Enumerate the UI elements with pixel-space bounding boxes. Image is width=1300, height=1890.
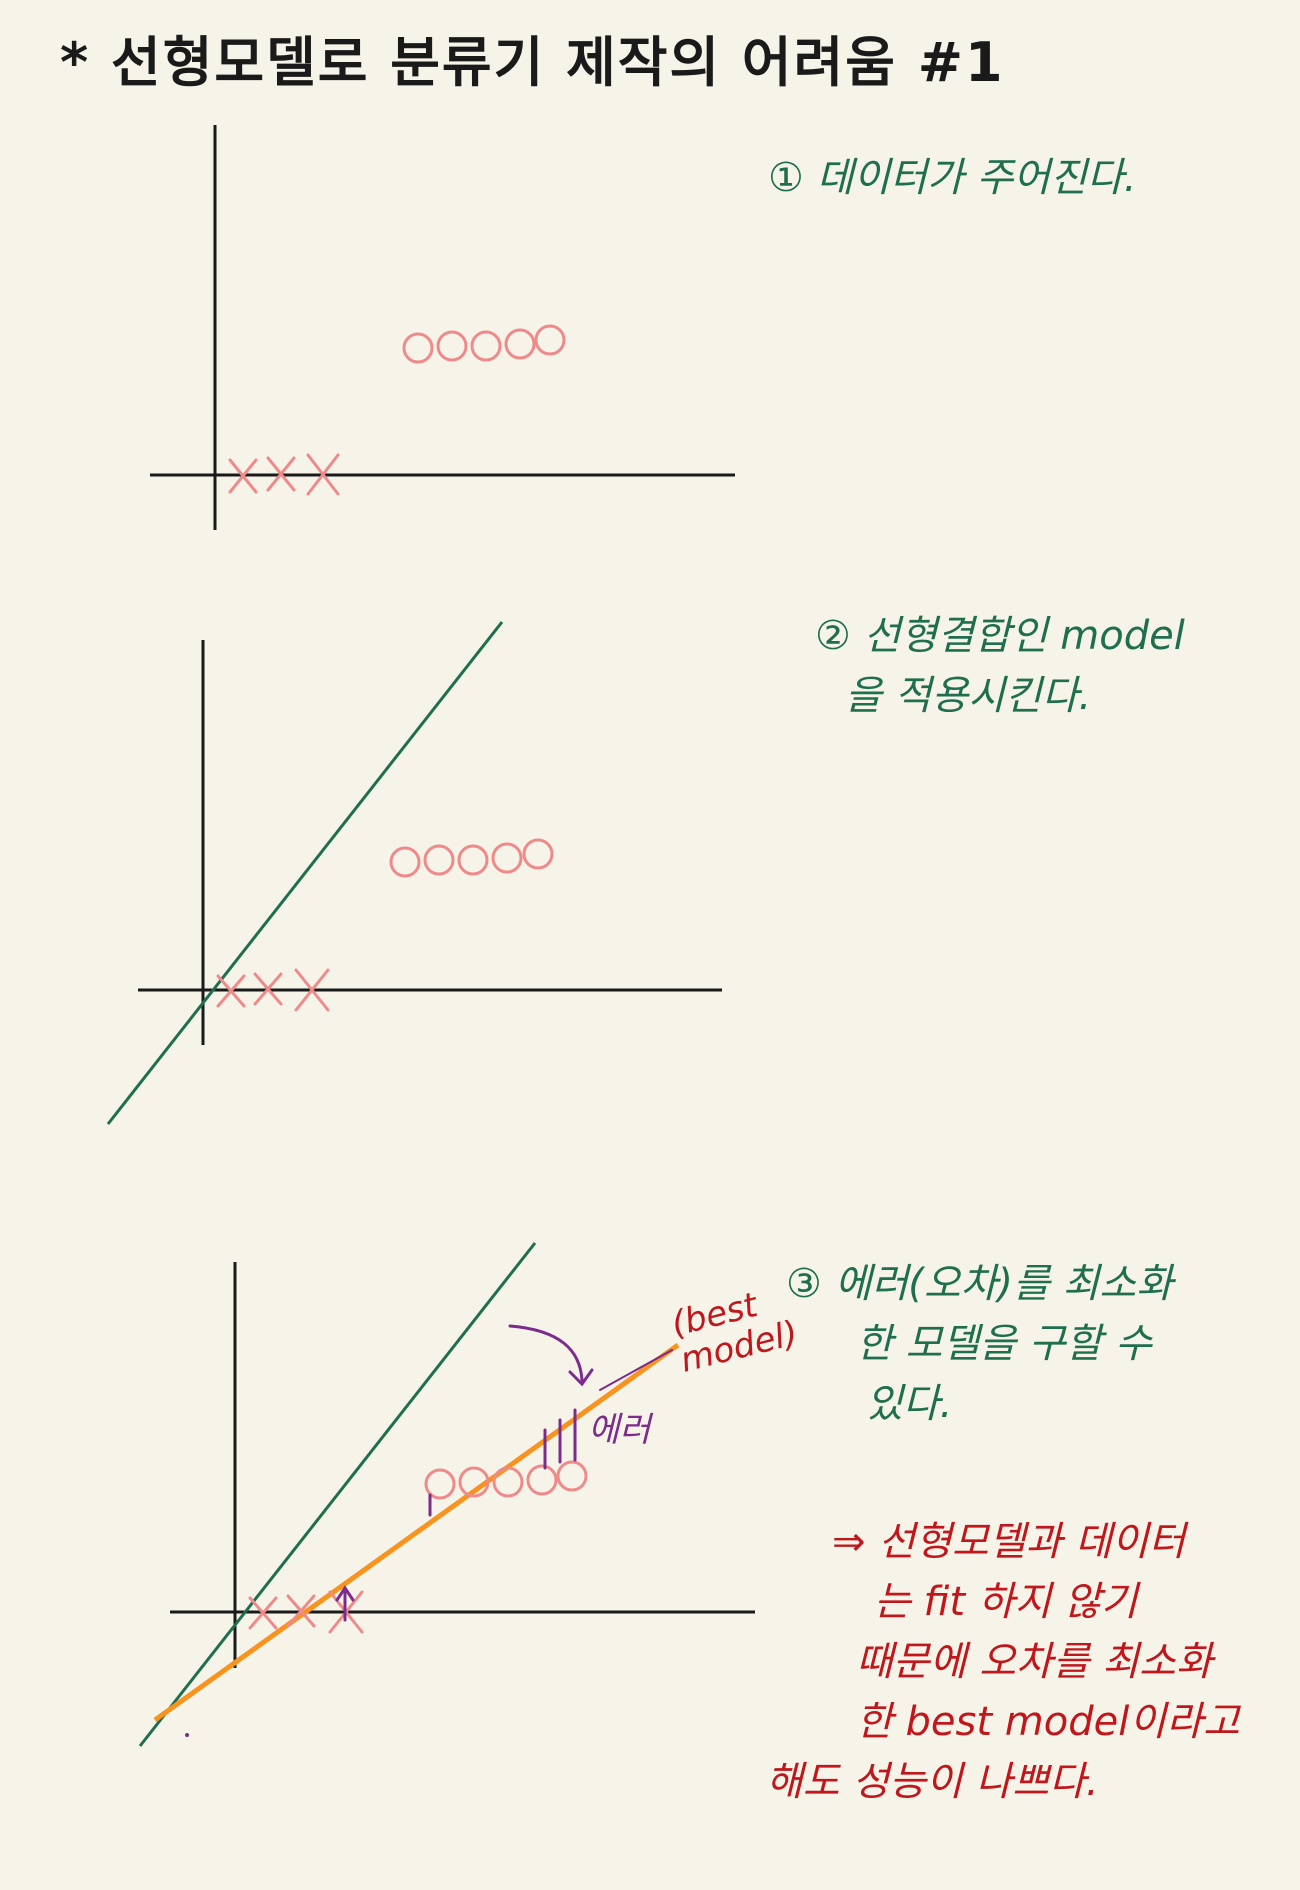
x-marker-icon bbox=[228, 458, 258, 494]
circle-marker-icon bbox=[522, 838, 554, 870]
x-marker-icon bbox=[294, 968, 330, 1012]
step-3-note: ③ 에러(오차)를 최소화 한 모델을 구할 수 있다. bbox=[786, 1254, 1173, 1434]
step-3-line-3: 있다. bbox=[866, 1381, 953, 1427]
panel-2-crosses bbox=[216, 968, 330, 1012]
step-3-line-1: ③ 에러(오차)를 최소화 bbox=[786, 1261, 1173, 1307]
circle-marker-icon bbox=[424, 1468, 456, 1500]
curved-arrow-icon bbox=[508, 1324, 584, 1382]
panel-3 bbox=[138, 1242, 755, 1747]
circle-marker-icon bbox=[457, 844, 489, 876]
step-2-line-1: ② 선형결합인 model bbox=[815, 613, 1185, 659]
x-marker-icon bbox=[266, 456, 296, 492]
panel-2 bbox=[106, 621, 722, 1125]
panel-2-model-line bbox=[106, 621, 504, 1125]
stray-dot bbox=[185, 1733, 189, 1737]
conclusion-line-3: 때문에 오차를 최소화 bbox=[856, 1639, 1213, 1685]
error-label: 에러 bbox=[588, 1410, 651, 1450]
arrow-head-icon bbox=[568, 1368, 594, 1387]
step-3-line-2: 한 모델을 구할 수 bbox=[856, 1321, 1152, 1367]
circle-marker-icon bbox=[534, 324, 566, 356]
panel-1-circles bbox=[402, 324, 566, 364]
circle-marker-icon bbox=[504, 328, 536, 360]
panel-3-initial-line bbox=[138, 1242, 537, 1747]
x-marker-icon bbox=[306, 453, 340, 496]
panel-3-circles bbox=[424, 1460, 588, 1500]
x-marker-icon bbox=[286, 1594, 316, 1628]
circle-marker-icon bbox=[491, 842, 523, 874]
x-marker-icon bbox=[216, 974, 246, 1008]
x-marker-icon bbox=[253, 972, 283, 1006]
circle-marker-icon bbox=[556, 1460, 588, 1492]
step-2-line-2: 을 적용시킨다. bbox=[845, 673, 1092, 719]
conclusion-line-4: 한 best model이라고 bbox=[856, 1699, 1240, 1745]
circle-marker-icon bbox=[492, 1466, 524, 1498]
circle-marker-icon bbox=[402, 332, 434, 364]
circle-marker-icon bbox=[470, 330, 502, 362]
panel-1 bbox=[150, 125, 735, 530]
circle-marker-icon bbox=[436, 330, 468, 362]
conclusion-line-5: 해도 성능이 나쁘다. bbox=[766, 1759, 1099, 1805]
circle-marker-icon bbox=[389, 846, 421, 878]
up-arrow-icon bbox=[335, 1585, 355, 1622]
page-title: * 선형모델로 분류기 제작의 어려움 #1 bbox=[60, 31, 1005, 94]
step-2-note: ② 선형결합인 model 을 적용시킨다. bbox=[815, 606, 1185, 726]
step-1-note: ① 데이터가 주어진다. bbox=[768, 148, 1136, 208]
circle-marker-icon bbox=[423, 844, 455, 876]
step-1-line-1: ① 데이터가 주어진다. bbox=[768, 155, 1137, 201]
error-marks bbox=[335, 1324, 673, 1622]
conclusion-line-1: ⇒ 선형모델과 데이터 bbox=[832, 1519, 1186, 1565]
panel-1-crosses bbox=[228, 453, 340, 496]
x-marker-icon bbox=[248, 1596, 278, 1630]
circle-marker-icon bbox=[458, 1466, 490, 1498]
panel-3-best-model-line bbox=[153, 1342, 680, 1723]
panel-2-circles bbox=[389, 838, 554, 878]
conclusion-note: ⇒ 선형모델과 데이터 는 fit 하지 않기 때문에 오차를 최소화 한 be… bbox=[766, 1512, 1240, 1812]
circle-marker-icon bbox=[526, 1464, 558, 1496]
orange-highlight bbox=[599, 1349, 673, 1391]
conclusion-line-2: 는 fit 하지 않기 bbox=[874, 1579, 1138, 1625]
